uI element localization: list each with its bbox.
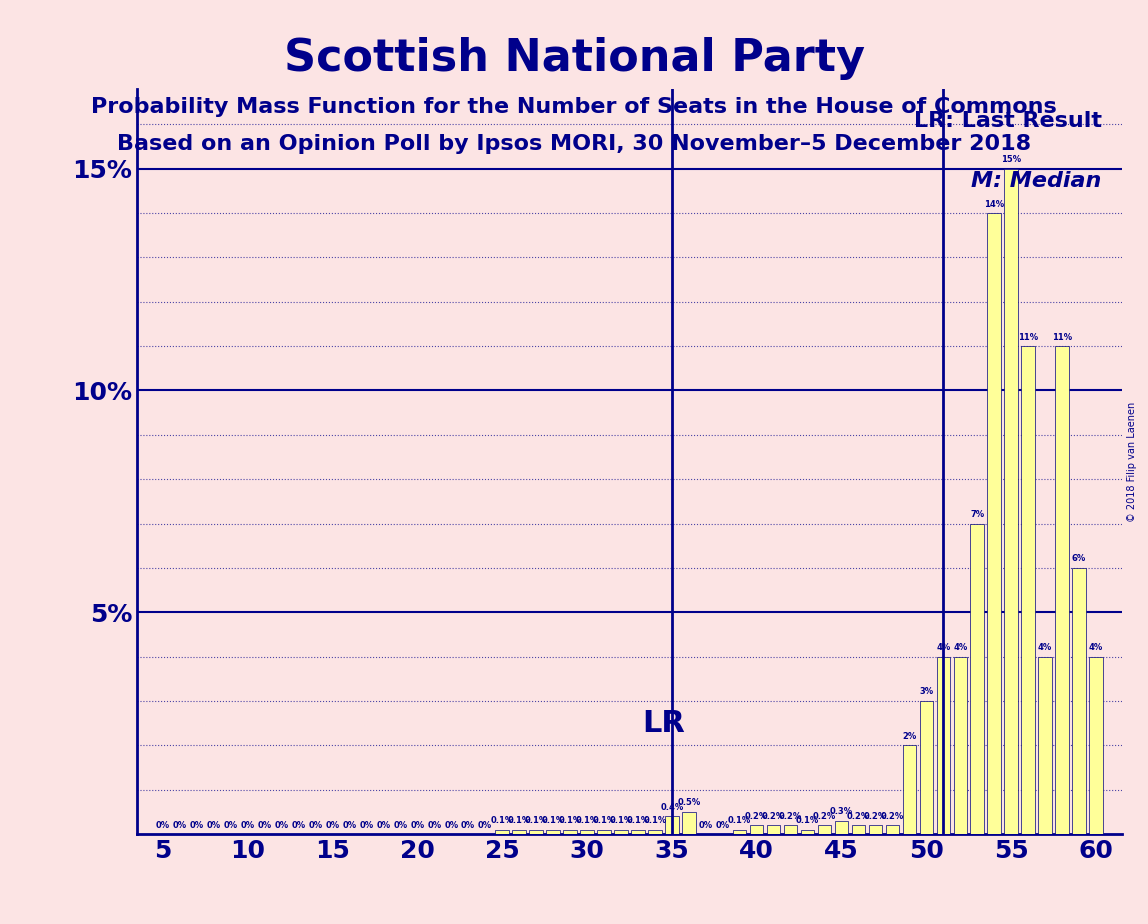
Bar [852,825,866,834]
Bar [546,830,560,834]
Text: 11%: 11% [1052,333,1072,342]
Text: 7%: 7% [970,510,984,519]
Text: 4%: 4% [937,643,951,652]
Text: © 2018 Filip van Laenen: © 2018 Filip van Laenen [1126,402,1137,522]
Text: 15%: 15% [1001,155,1022,164]
Text: 0.1%: 0.1% [592,816,615,825]
Text: 0%: 0% [325,821,340,830]
Bar [937,657,951,834]
Bar [801,830,814,834]
Bar [817,825,831,834]
Bar [1089,657,1103,834]
Text: 0%: 0% [377,821,390,830]
Bar [649,830,661,834]
Text: 0%: 0% [394,821,408,830]
Text: 0%: 0% [156,821,170,830]
Text: 0.1%: 0.1% [507,816,530,825]
Bar [1055,346,1069,834]
Text: LR: Last Result: LR: Last Result [914,111,1102,131]
Text: 0.1%: 0.1% [575,816,598,825]
Text: 0.1%: 0.1% [610,816,633,825]
Bar [665,816,678,834]
Text: 0%: 0% [444,821,458,830]
Text: 0%: 0% [427,821,441,830]
Text: 0%: 0% [240,821,255,830]
Bar [1004,169,1018,834]
Text: 0.4%: 0.4% [660,803,683,812]
Text: 0.2%: 0.2% [762,811,785,821]
Bar [1072,568,1086,834]
Bar [987,213,1001,834]
Text: 0.1%: 0.1% [542,816,565,825]
Text: 0.1%: 0.1% [627,816,650,825]
Text: 0%: 0% [359,821,373,830]
Text: 0.1%: 0.1% [796,816,820,825]
Bar [512,830,526,834]
Bar [631,830,645,834]
Text: 0.2%: 0.2% [881,811,905,821]
Text: 6%: 6% [1072,554,1086,564]
Bar [732,830,746,834]
Text: 0.1%: 0.1% [643,816,667,825]
Bar [869,825,883,834]
Text: 0.2%: 0.2% [779,811,802,821]
Text: 0%: 0% [274,821,288,830]
Bar [580,830,594,834]
Text: 0.2%: 0.2% [847,811,870,821]
Bar [920,701,933,834]
Text: 0%: 0% [172,821,187,830]
Bar [1039,657,1052,834]
Text: 0.3%: 0.3% [830,808,853,816]
Text: 0%: 0% [309,821,323,830]
Bar [954,657,967,834]
Text: 4%: 4% [1089,643,1103,652]
Text: 0.5%: 0.5% [677,798,700,808]
Bar [885,825,899,834]
Text: Scottish National Party: Scottish National Party [284,37,864,80]
Bar [750,825,763,834]
Bar [970,524,984,834]
Text: 0%: 0% [410,821,425,830]
Bar [529,830,543,834]
Bar [614,830,628,834]
Text: 0.1%: 0.1% [490,816,514,825]
Text: 11%: 11% [1018,333,1038,342]
Text: 0.2%: 0.2% [813,811,836,821]
Text: 0%: 0% [715,821,730,830]
Text: 0%: 0% [292,821,305,830]
Text: Based on an Opinion Poll by Ipsos MORI, 30 November–5 December 2018: Based on an Opinion Poll by Ipsos MORI, … [117,134,1031,154]
Bar [495,830,509,834]
Text: 0.1%: 0.1% [728,816,751,825]
Bar [597,830,611,834]
Text: 14%: 14% [984,200,1004,209]
Text: M: Median: M: Median [971,171,1102,191]
Text: 0%: 0% [699,821,713,830]
Bar [902,746,916,834]
Bar [767,825,781,834]
Bar [564,830,576,834]
Text: 0.2%: 0.2% [863,811,887,821]
Text: 0.1%: 0.1% [525,816,548,825]
Text: 0.1%: 0.1% [558,816,582,825]
Text: 0%: 0% [342,821,356,830]
Bar [784,825,798,834]
Text: 4%: 4% [1038,643,1053,652]
Text: 0.2%: 0.2% [745,811,768,821]
Bar [835,821,848,834]
Text: 0%: 0% [224,821,238,830]
Text: 0%: 0% [257,821,272,830]
Text: 0%: 0% [189,821,203,830]
Text: Probability Mass Function for the Number of Seats in the House of Commons: Probability Mass Function for the Number… [91,97,1057,117]
Bar [682,812,696,834]
Text: 0%: 0% [207,821,220,830]
Text: 0%: 0% [461,821,475,830]
Text: 3%: 3% [920,687,933,697]
Text: 0%: 0% [478,821,492,830]
Text: LR: LR [642,709,684,737]
Bar [1022,346,1035,834]
Text: 4%: 4% [953,643,968,652]
Text: 2%: 2% [902,732,916,741]
